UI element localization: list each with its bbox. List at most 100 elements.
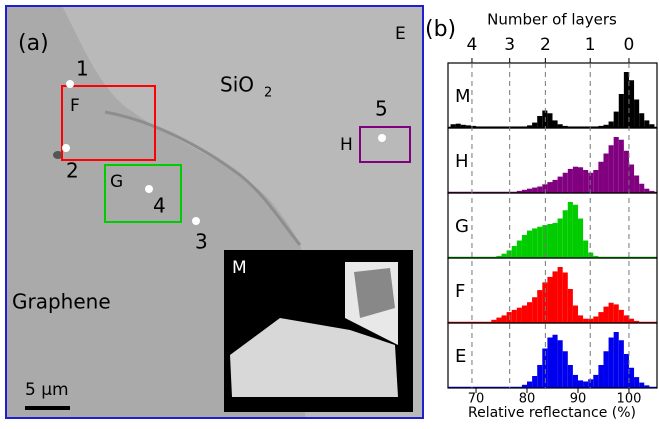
bar	[553, 223, 558, 258]
bar	[583, 170, 588, 193]
x2-tick-label: 4	[467, 35, 478, 55]
bar	[537, 290, 542, 323]
bar	[522, 306, 527, 324]
inset-label: M	[232, 258, 247, 278]
series-label: F	[455, 281, 465, 302]
bar	[624, 151, 629, 193]
bar	[588, 379, 593, 388]
bar	[563, 351, 568, 388]
bar	[547, 113, 552, 128]
x-tick-label: 90	[570, 392, 587, 407]
bar	[563, 210, 568, 258]
region-label: G	[110, 172, 123, 192]
bar	[619, 140, 624, 193]
bar	[547, 338, 552, 389]
bar	[578, 167, 583, 193]
point-label: 4	[153, 194, 166, 218]
x-tick-label: 80	[519, 392, 536, 407]
scale-bar	[25, 406, 70, 410]
bar	[512, 310, 517, 323]
x2-tick-label: 1	[585, 35, 596, 55]
point-label: 3	[195, 230, 208, 254]
bar	[614, 304, 619, 323]
substrate-subscript: 2	[264, 86, 272, 101]
bar	[553, 335, 558, 388]
bar	[624, 72, 629, 128]
point-label: 5	[375, 97, 388, 121]
bar	[639, 184, 644, 193]
bar	[532, 376, 537, 388]
bar	[634, 100, 639, 129]
bar	[558, 340, 563, 388]
corner-label: E	[395, 24, 406, 44]
bar	[634, 377, 639, 388]
bar	[542, 349, 547, 389]
bar	[609, 338, 614, 389]
x2-tick-label: 0	[624, 35, 635, 55]
x2-tick-label: 2	[540, 35, 551, 55]
x-title: Relative reflectance (%)	[468, 405, 636, 421]
bar	[507, 312, 512, 323]
bar	[619, 310, 624, 323]
bar	[629, 368, 634, 388]
bar	[578, 219, 583, 259]
bar	[573, 375, 578, 388]
bar	[573, 205, 578, 258]
bar	[573, 167, 578, 193]
series-label: M	[455, 86, 471, 107]
point	[192, 217, 200, 225]
point	[62, 144, 70, 152]
bar	[609, 145, 614, 193]
bar	[629, 80, 634, 128]
bar	[614, 332, 619, 388]
bar	[614, 112, 619, 128]
series-label: E	[455, 346, 466, 367]
point	[378, 134, 386, 142]
x2-tick-label: 3	[504, 35, 515, 55]
flake-label: Graphene	[12, 290, 111, 314]
point-label: 2	[66, 159, 79, 183]
bar	[563, 173, 568, 193]
bar	[614, 137, 619, 193]
bar	[558, 267, 563, 323]
figure: (a) E SiO 2 Graphene 5 µm M 1 2 3 4 5 F …	[0, 0, 659, 425]
scale-label: 5 µm	[25, 380, 69, 400]
bar	[598, 312, 603, 323]
bar	[553, 271, 558, 323]
region-label: H	[340, 135, 353, 155]
bar	[593, 375, 598, 388]
bar	[563, 273, 568, 324]
bar	[517, 241, 522, 259]
bar	[537, 365, 542, 388]
bar	[603, 351, 608, 388]
series-label: G	[455, 216, 469, 237]
bar	[532, 228, 537, 258]
bar	[542, 225, 547, 258]
bar	[634, 176, 639, 194]
bar	[598, 162, 603, 193]
bar	[542, 282, 547, 323]
bar	[558, 219, 563, 259]
bar	[603, 154, 608, 194]
bar	[537, 227, 542, 258]
bar	[573, 306, 578, 324]
bar	[583, 241, 588, 259]
substrate-label: SiO	[220, 73, 254, 97]
bar	[624, 354, 629, 388]
bar	[619, 340, 624, 388]
panel-label: (a)	[18, 31, 49, 56]
point	[66, 80, 74, 88]
bar	[568, 202, 573, 258]
bar	[542, 111, 547, 129]
bar	[619, 94, 624, 128]
point-label: 1	[76, 57, 89, 81]
bar	[568, 365, 573, 388]
bar	[527, 231, 532, 258]
bar	[517, 308, 522, 323]
series-label: H	[455, 151, 469, 172]
bar	[527, 302, 532, 323]
bar	[537, 116, 542, 128]
bar	[547, 224, 552, 258]
bar	[547, 277, 552, 323]
micrograph: (a) E SiO 2 Graphene 5 µm M 1 2 3 4 5 F …	[6, 6, 423, 418]
